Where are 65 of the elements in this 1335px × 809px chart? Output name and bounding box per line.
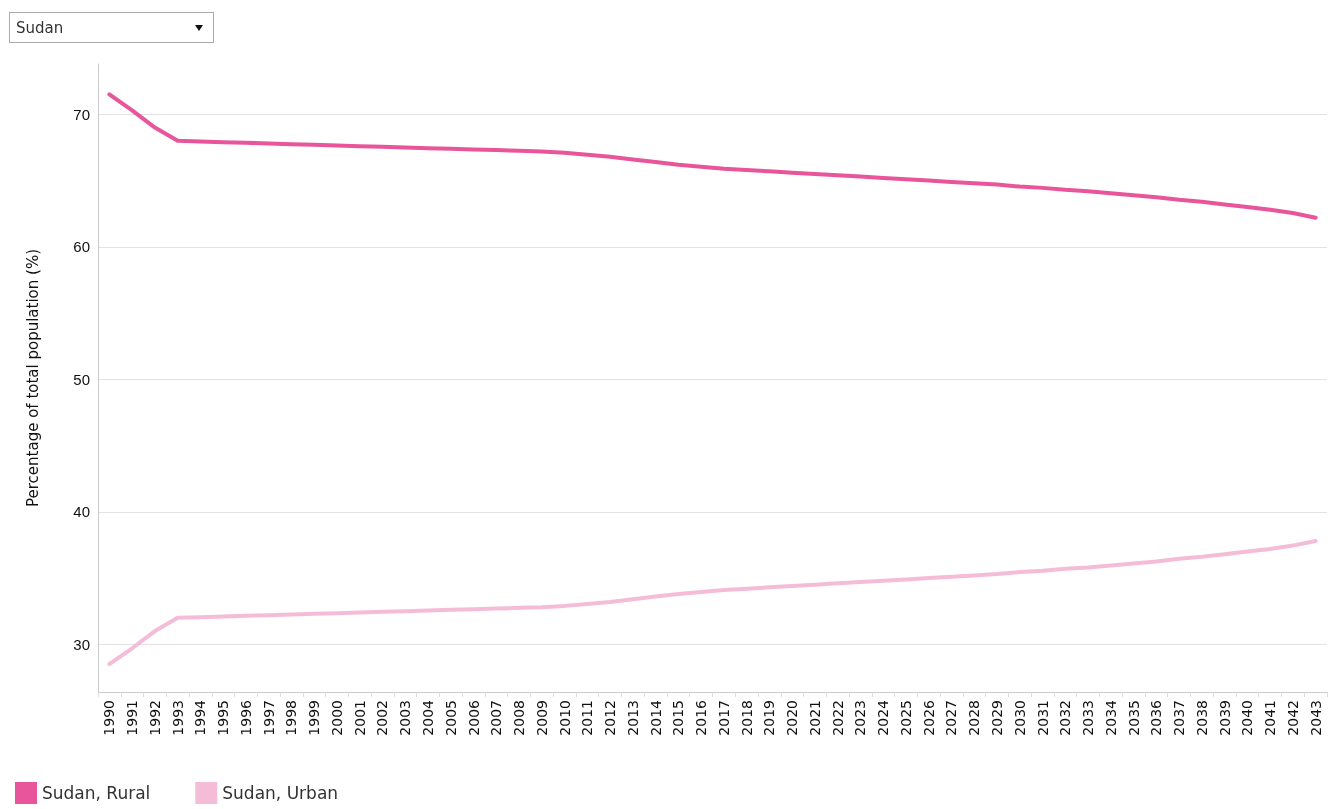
x-tick-label: 1992 — [146, 700, 163, 736]
x-tick-label: 2036 — [1148, 699, 1165, 736]
y-tick-label: 70 — [73, 105, 90, 123]
x-tick-label: 1994 — [192, 699, 209, 736]
x-tick-label: 1993 — [169, 700, 186, 736]
x-tick-label: 2008 — [511, 700, 528, 736]
x-tick-label: 2020 — [784, 700, 801, 736]
x-tick-label: 2006 — [465, 699, 482, 736]
legend-label: Sudan, Urban — [222, 783, 339, 803]
x-tick-label: 2033 — [1080, 700, 1097, 736]
x-tick-label: 2007 — [488, 700, 505, 736]
x-tick-label: 2027 — [943, 700, 960, 736]
x-tick-label: 2003 — [397, 700, 414, 736]
x-tick-label: 2015 — [670, 700, 687, 736]
x-tick-label: 2017 — [715, 700, 732, 736]
x-tick-label: 2004 — [420, 699, 437, 736]
x-tick-label: 2038 — [1193, 700, 1210, 736]
x-tick-label: 2010 — [556, 700, 573, 736]
y-tick-label: 30 — [73, 635, 90, 653]
x-tick-label: 1998 — [283, 700, 300, 736]
x-tick-label: 2022 — [829, 700, 846, 736]
x-tick-label: 2024 — [875, 699, 892, 736]
y-tick-label: 50 — [73, 370, 90, 388]
x-tick-label: 2026 — [920, 699, 937, 736]
y-tick-label: 60 — [73, 238, 90, 256]
x-tick-label: 2018 — [738, 700, 755, 736]
x-tick-label: 1996 — [237, 699, 254, 736]
dropdown-field: Sudan — [9, 12, 214, 43]
x-tick-label: 2013 — [624, 700, 641, 736]
y-tick-label: 40 — [73, 503, 90, 521]
x-tick-label: 2005 — [442, 700, 459, 736]
x-tick-label: 2012 — [602, 700, 619, 736]
x-tick-label: 2021 — [806, 700, 823, 736]
x-tick-label: 2039 — [1216, 700, 1233, 736]
x-tick-label: 1999 — [306, 700, 323, 736]
x-tick-label: 2028 — [966, 700, 983, 736]
x-tick-label: 2037 — [1171, 700, 1188, 736]
x-tick-label: 2014 — [647, 699, 664, 736]
x-tick-label: 2030 — [1011, 700, 1028, 736]
x-tick-label: 2016 — [693, 699, 710, 736]
x-tick-label: 2029 — [988, 700, 1005, 736]
x-tick-label: 2041 — [1262, 700, 1279, 736]
x-tick-label: 2031 — [1034, 700, 1051, 736]
x-tick-label: 2000 — [328, 700, 345, 736]
x-tick-label: 2032 — [1057, 700, 1074, 736]
x-tick-label: 2040 — [1239, 700, 1256, 736]
x-tick-label: 2009 — [533, 700, 550, 736]
legend-label: Sudan, Rural — [42, 783, 151, 803]
x-tick-label: 1995 — [215, 700, 232, 736]
x-tick-label: 2025 — [897, 700, 914, 736]
x-tick-label: 2002 — [374, 700, 391, 736]
x-tick-label: 1997 — [260, 700, 277, 736]
y-axis-title: Percentage of total population (%) — [23, 249, 42, 507]
x-tick-label: 2042 — [1284, 700, 1301, 736]
x-tick-label: 1991 — [124, 700, 141, 736]
x-tick-label: 2011 — [579, 700, 596, 736]
x-tick-label: 2043 — [1307, 700, 1324, 736]
line-series — [107, 92, 1318, 220]
x-tick-label: 1990 — [101, 700, 118, 736]
line-series — [107, 538, 1318, 667]
x-tick-label: 2023 — [852, 700, 869, 736]
x-tick-label: 2001 — [351, 700, 368, 736]
x-tick-label: 2034 — [1102, 699, 1119, 736]
x-tick-label: 2019 — [761, 700, 778, 736]
x-tick-label: 2035 — [1125, 700, 1142, 736]
